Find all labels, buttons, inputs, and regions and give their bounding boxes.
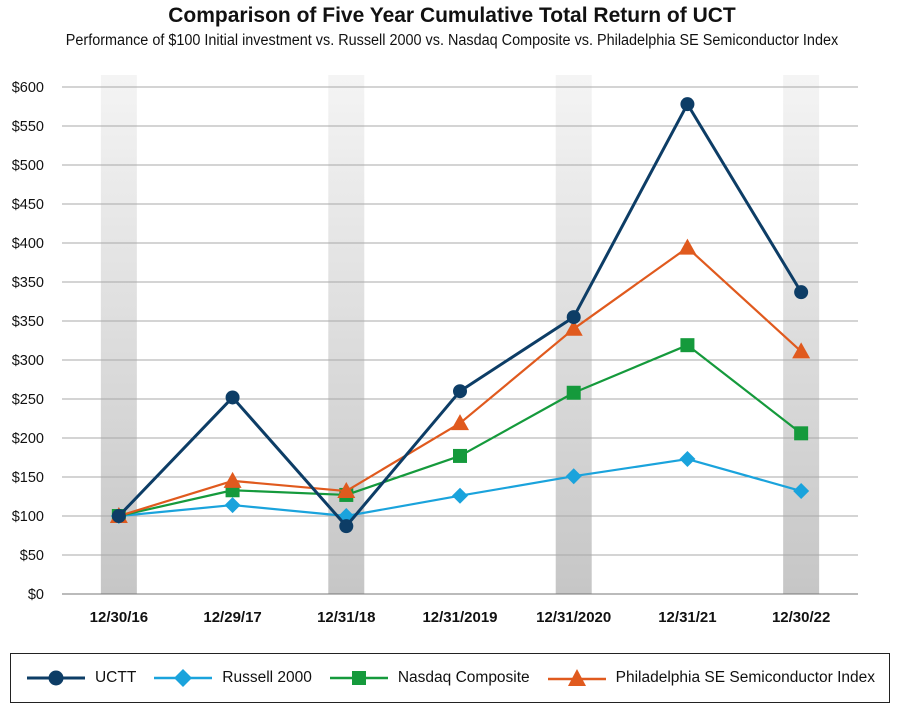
series-line xyxy=(118,246,802,518)
data-point-triangle xyxy=(223,471,242,488)
y-tick-label: $550 xyxy=(12,119,44,135)
y-tick-label: $350 xyxy=(12,275,44,291)
x-tick-label: 12/31/2020 xyxy=(536,609,611,626)
y-tick-label: $450 xyxy=(12,197,44,213)
data-point-circle xyxy=(339,519,354,534)
data-point-diamond xyxy=(679,451,696,468)
legend-label: UCTT xyxy=(94,669,137,686)
x-tick-label: 12/31/2019 xyxy=(422,609,497,626)
y-tick-label: $400 xyxy=(12,236,44,252)
data-point-circle xyxy=(566,310,581,325)
x-tick-label: 12/30/22 xyxy=(772,609,830,626)
data-point-circle xyxy=(794,285,809,300)
data-point-triangle xyxy=(678,238,697,255)
series-uctt xyxy=(111,97,809,534)
data-point-triangle xyxy=(337,482,356,499)
y-tick-label: $250 xyxy=(12,392,44,408)
data-point-diamond xyxy=(565,468,582,485)
data-point-diamond xyxy=(793,483,810,500)
chart-title: Comparison of Five Year Cumulative Total… xyxy=(168,4,736,27)
y-tick-label: $500 xyxy=(12,158,44,174)
chart-svg: $0 $50 $100 $150 $200 $250 $300 $350 $350 $400 $45… xyxy=(12,75,858,626)
legend-label: Philadelphia SE Semiconductor Index xyxy=(615,669,876,686)
legend-triangle-marker xyxy=(547,669,606,686)
y-tick-label: $100 xyxy=(12,509,44,525)
y-tick-label: $0 xyxy=(28,587,44,603)
y-tick-label: $350 xyxy=(12,314,44,330)
data-point-diamond xyxy=(452,487,468,504)
legend-diamond-marker xyxy=(154,669,213,687)
data-point-circle xyxy=(453,384,467,399)
data-point-circle xyxy=(225,390,240,405)
data-point-circle xyxy=(680,97,695,112)
x-tick-label: 12/31/21 xyxy=(658,609,716,626)
legend-item-russell-2000: Russell 2000 xyxy=(152,668,312,688)
series-philadelphia-se-semiconductor-index xyxy=(109,238,811,523)
y-tick-label: $150 xyxy=(12,470,44,486)
data-point-square xyxy=(453,448,467,463)
data-point-triangle xyxy=(451,414,469,431)
series-line xyxy=(118,457,802,518)
y-tick-label: $50 xyxy=(20,548,44,564)
legend-item-philadelphia-se-semiconductor-index: Philadelphia SE Semiconductor Index xyxy=(546,668,875,688)
data-point-circle xyxy=(111,509,126,523)
legend-label: Russell 2000 xyxy=(222,669,312,686)
column-band xyxy=(783,75,820,594)
x-tick-label: 12/31/18 xyxy=(317,609,375,626)
chart-subtitle: Performance of $100 Initial investment v… xyxy=(65,32,839,49)
y-axis-ticks: $0 $50 $100 $150 $200 $250 $300 $350 $350 $400 $45… xyxy=(12,80,44,603)
x-tick-label: 12/29/17 xyxy=(203,609,261,626)
legend-circle-marker xyxy=(26,670,85,686)
data-point-square xyxy=(566,385,581,400)
data-point-square xyxy=(680,338,695,353)
legend: UCTT Russell 2000 Nasdaq Composite Phila… xyxy=(10,653,890,703)
legend-label: Nasdaq Composite xyxy=(397,669,530,686)
x-tick-label: 12/30/16 xyxy=(90,609,148,626)
gridlines xyxy=(62,86,858,595)
y-tick-label: $200 xyxy=(12,431,44,447)
x-axis-ticks: 12/30/16 12/29/17 12/31/18 12/31/2019 12/31/… xyxy=(90,609,831,626)
data-point-diamond xyxy=(224,497,241,514)
data-point-triangle xyxy=(792,342,811,359)
column-band xyxy=(328,75,365,594)
legend-item-nasdaq-composite: Nasdaq Composite xyxy=(328,668,530,688)
legend-square-marker xyxy=(329,671,388,685)
y-tick-label: $300 xyxy=(12,353,44,369)
series-layer xyxy=(109,97,811,534)
data-point-triangle xyxy=(564,319,583,336)
legend-item-uctt: UCTT xyxy=(25,668,136,688)
data-point-square xyxy=(794,426,809,441)
y-tick-label: $600 xyxy=(12,80,44,96)
